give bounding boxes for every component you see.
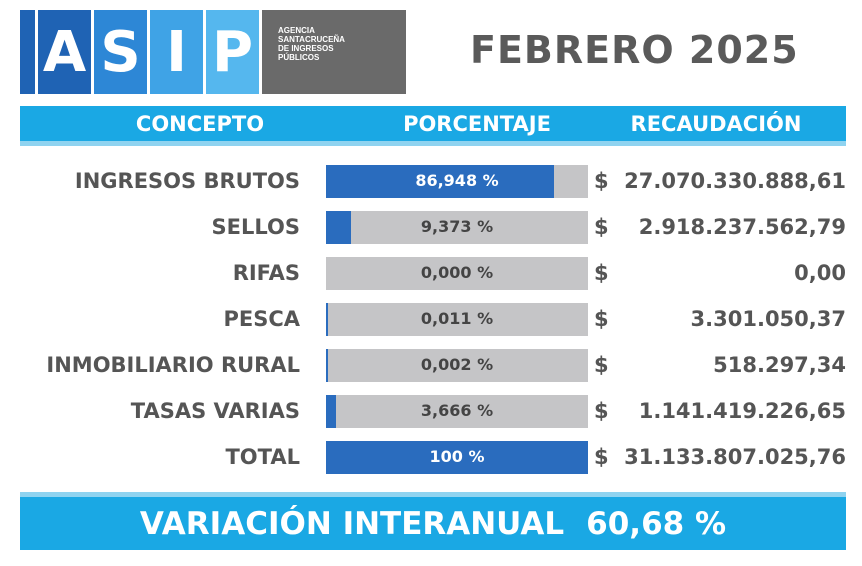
row-concept: INMOBILIARIO RURAL bbox=[46, 353, 300, 377]
logo-letter-a: A bbox=[38, 10, 94, 94]
percentage-label: 100 % bbox=[429, 447, 485, 466]
logo-letter-i: I bbox=[150, 10, 206, 94]
table-row: PESCA 0,011 % $ 3.301.050,37 bbox=[0, 303, 862, 339]
asip-logo: A S I P AGENCIA SANTACRUCEÑA DE INGRESOS… bbox=[20, 10, 406, 94]
percentage-bar: 3,666 % bbox=[326, 395, 588, 428]
header-collection: RECAUDACIÓN bbox=[630, 112, 802, 136]
percentage-label: 0,002 % bbox=[420, 355, 494, 374]
currency-symbol: $ bbox=[594, 399, 609, 423]
row-amount: 27.070.330.888,61 bbox=[624, 169, 846, 193]
period-title: FEBRERO 2025 bbox=[470, 28, 799, 72]
percentage-bar-fill bbox=[326, 303, 328, 336]
currency-symbol: $ bbox=[594, 307, 609, 331]
percentage-bar-fill bbox=[326, 441, 588, 474]
percentage-bar-fill bbox=[326, 211, 351, 244]
percentage-label: 0,000 % bbox=[420, 263, 494, 282]
row-concept: TOTAL bbox=[225, 445, 300, 469]
percentage-label: 3,666 % bbox=[420, 401, 494, 420]
percentage-label: 0,011 % bbox=[420, 309, 494, 328]
logo-agency-name: AGENCIA SANTACRUCEÑA DE INGRESOS PÚBLICO… bbox=[262, 10, 406, 94]
logo-letter-p: P bbox=[206, 10, 262, 94]
percentage-label: 86,948 % bbox=[415, 171, 499, 190]
row-concept: INGRESOS BRUTOS bbox=[74, 169, 300, 193]
currency-symbol: $ bbox=[594, 261, 609, 285]
currency-symbol: $ bbox=[594, 169, 609, 193]
percentage-bar-fill bbox=[326, 395, 336, 428]
row-amount: 0,00 bbox=[794, 261, 846, 285]
row-amount: 2.918.237.562,79 bbox=[638, 215, 846, 239]
row-amount: 3.301.050,37 bbox=[690, 307, 846, 331]
table-row: TASAS VARIAS 3,666 % $ 1.141.419.226,65 bbox=[0, 395, 862, 431]
percentage-label: 9,373 % bbox=[420, 217, 494, 236]
row-concept: RIFAS bbox=[232, 261, 300, 285]
currency-symbol: $ bbox=[594, 353, 609, 377]
percentage-bar-fill bbox=[326, 165, 554, 198]
table-row: INMOBILIARIO RURAL 0,002 % $ 518.297,34 bbox=[0, 349, 862, 385]
logo-letter-s: S bbox=[94, 10, 150, 94]
row-amount: 518.297,34 bbox=[713, 353, 846, 377]
variation-value: 60,68 % bbox=[586, 505, 727, 542]
variation-label: VARIACIÓN INTERANUAL bbox=[139, 505, 565, 542]
table-row: INGRESOS BRUTOS 86,948 % $ 27.070.330.88… bbox=[0, 165, 862, 201]
percentage-bar: 100 % bbox=[326, 441, 588, 474]
percentage-bar: 9,373 % bbox=[326, 211, 588, 244]
row-concept: PESCA bbox=[223, 307, 300, 331]
row-concept: TASAS VARIAS bbox=[130, 399, 300, 423]
row-amount: 1.141.419.226,65 bbox=[638, 399, 846, 423]
row-amount: 31.133.807.025,76 bbox=[624, 445, 846, 469]
interannual-variation-banner: VARIACIÓN INTERANUAL 60,68 % bbox=[20, 492, 846, 550]
table-row-total: TOTAL 100 % $ 31.133.807.025,76 bbox=[0, 441, 862, 477]
percentage-bar: 0,000 % bbox=[326, 257, 588, 290]
currency-symbol: $ bbox=[594, 445, 609, 469]
percentage-bar-fill bbox=[326, 349, 328, 382]
percentage-bar: 0,011 % bbox=[326, 303, 588, 336]
percentage-bar: 86,948 % bbox=[326, 165, 588, 198]
header-concept: CONCEPTO bbox=[135, 112, 265, 136]
logo-stripe bbox=[20, 10, 38, 94]
table-header: CONCEPTO PORCENTAJE RECAUDACIÓN bbox=[20, 106, 846, 146]
header-percentage: PORCENTAJE bbox=[403, 112, 551, 136]
currency-symbol: $ bbox=[594, 215, 609, 239]
row-concept: SELLOS bbox=[211, 215, 300, 239]
table-row: RIFAS 0,000 % $ 0,00 bbox=[0, 257, 862, 293]
table-row: SELLOS 9,373 % $ 2.918.237.562,79 bbox=[0, 211, 862, 247]
percentage-bar: 0,002 % bbox=[326, 349, 588, 382]
